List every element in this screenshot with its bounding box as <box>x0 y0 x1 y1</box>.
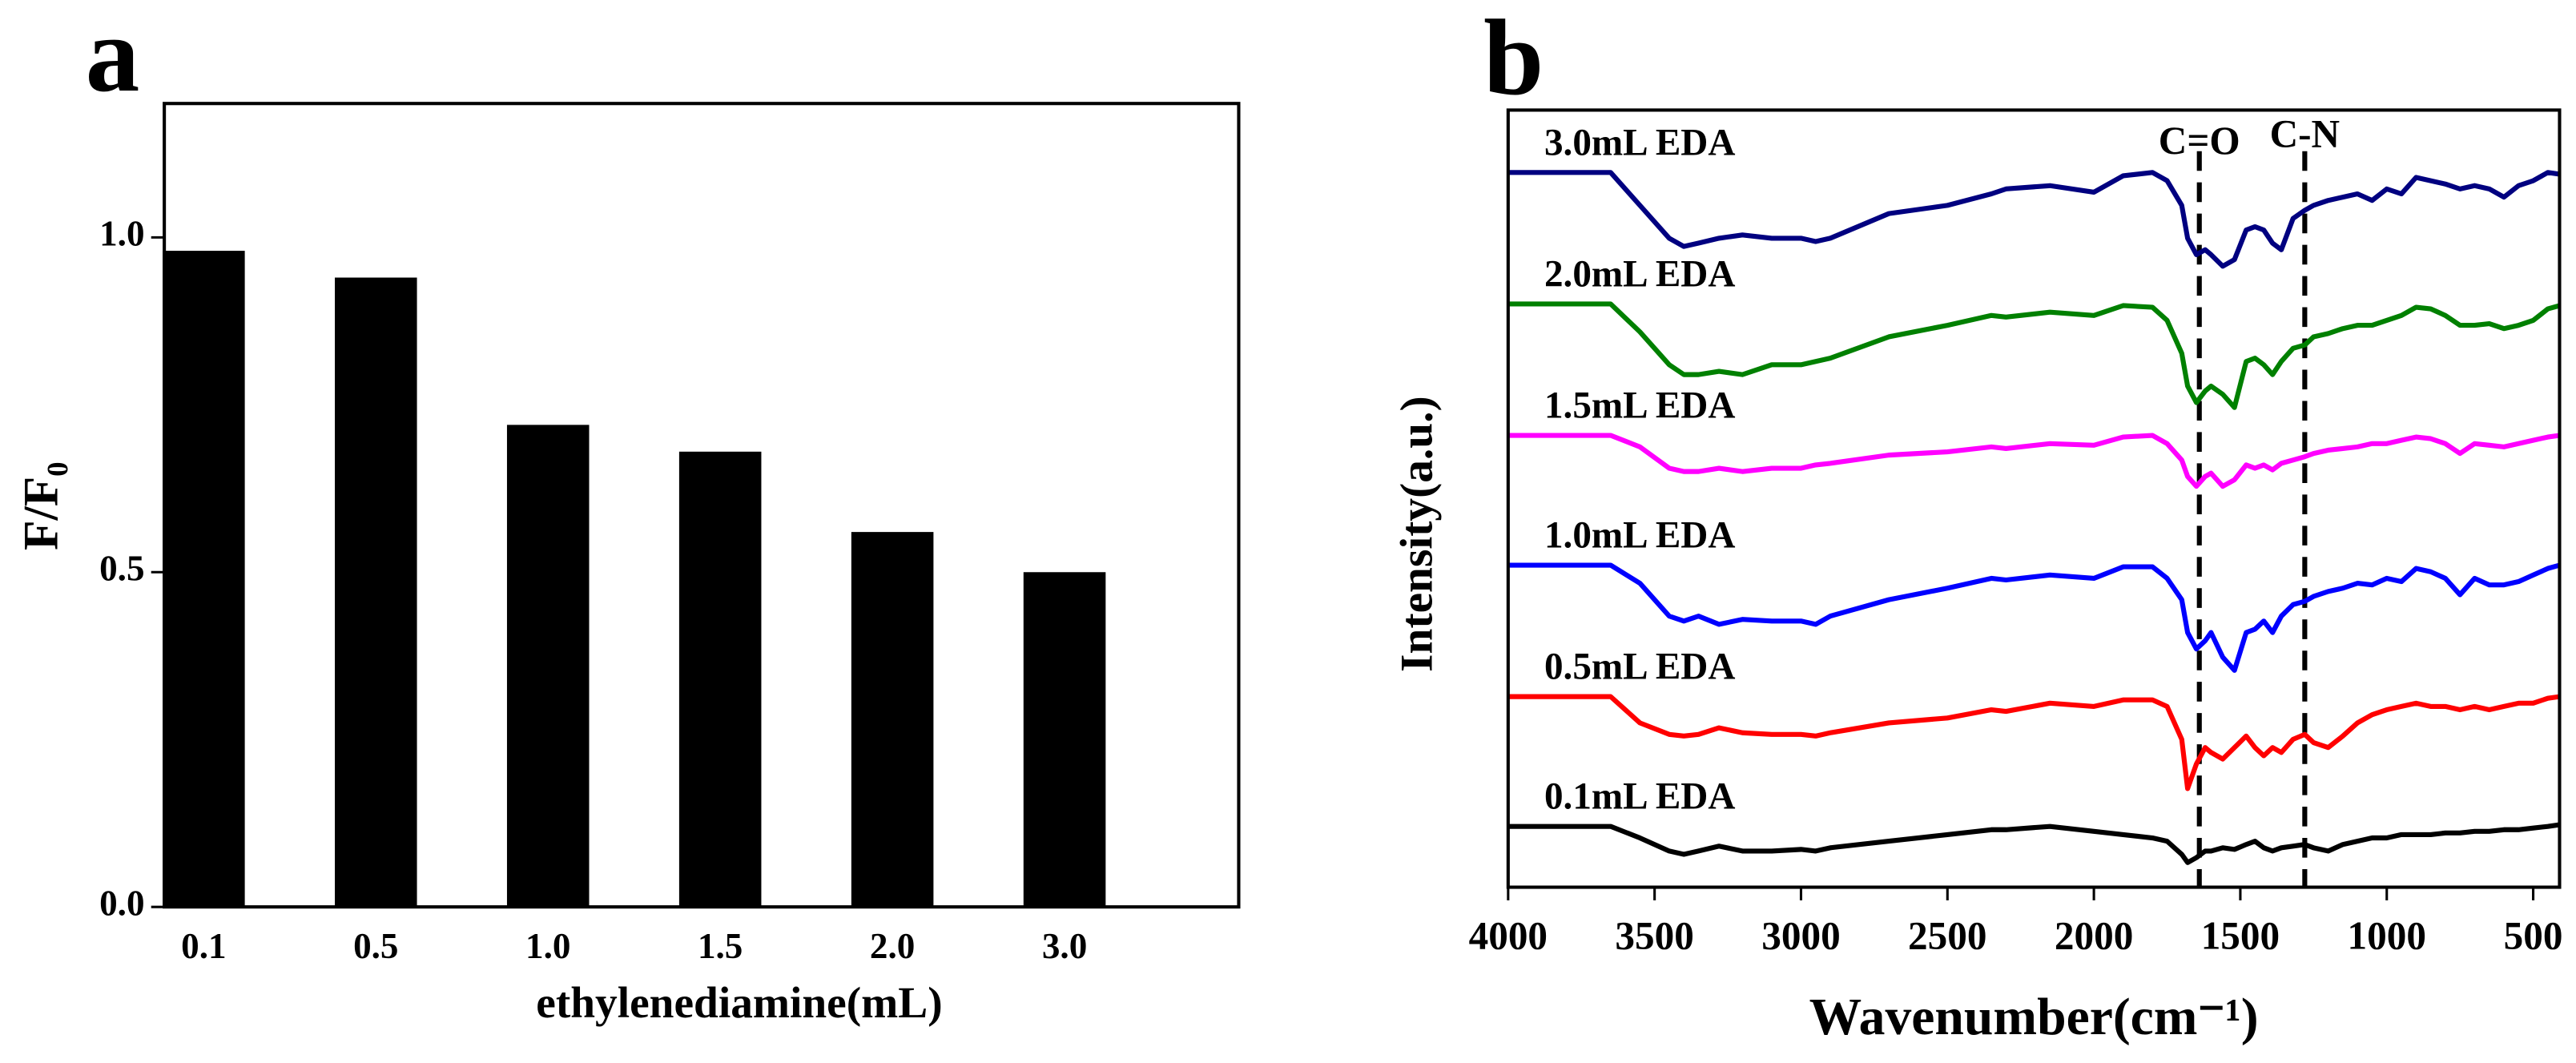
x-tick-label: 3000 <box>1761 913 1840 957</box>
x-tick-label: 2500 <box>1908 913 1986 957</box>
bar <box>1023 572 1106 908</box>
y-tick-label: 1.0 <box>99 214 144 254</box>
x-tick-label: 1000 <box>2348 913 2426 957</box>
x-tick-label: 3.0 <box>1042 926 1087 966</box>
x-tick-label: 0.1 <box>181 926 226 966</box>
spectrum-line <box>1507 433 2560 489</box>
x-tick-label: 500 <box>2504 913 2563 957</box>
series-label: 0.1mL EDA <box>1544 776 1735 818</box>
x-tick-label: 1.5 <box>698 926 743 966</box>
panel-label: a <box>86 0 140 115</box>
series-label: 0.5mL EDA <box>1544 646 1735 688</box>
series-label: 2.0mL EDA <box>1544 253 1735 295</box>
x-tick-label: 2.0 <box>870 926 915 966</box>
x-tick-label: 0.5 <box>353 926 398 966</box>
bar <box>163 251 245 908</box>
x-axis-label: ethylenediamine(mL) <box>536 978 942 1027</box>
plot-frame <box>1506 108 2562 889</box>
bar <box>678 451 762 908</box>
y-axis-label: Intensity(a.u.) <box>1391 396 1442 671</box>
bar <box>335 277 417 908</box>
annotation-label: C=O <box>2159 119 2240 163</box>
bar <box>851 532 934 908</box>
x-tick-label: 2000 <box>2055 913 2133 957</box>
spectrum-line <box>1507 301 2561 410</box>
spectrum-line <box>1507 170 2560 269</box>
y-tick-label: 0.0 <box>99 884 144 924</box>
plot-frame <box>163 102 1241 909</box>
spectrum-line <box>1507 562 2561 673</box>
series-label: 3.0mL EDA <box>1544 122 1735 163</box>
x-tick-label: 1500 <box>2201 913 2280 957</box>
x-tick-label: 3500 <box>1615 913 1693 957</box>
series-label: 1.0mL EDA <box>1544 515 1735 557</box>
y-axis-label: F/F₀ <box>14 461 69 550</box>
spectrum-line <box>1507 822 2560 865</box>
x-tick-label: 4000 <box>1469 913 1548 957</box>
series-label: 1.5mL EDA <box>1544 385 1735 427</box>
panel-label: b <box>1483 0 1544 118</box>
x-axis-label: Wavenumber(cm⁻¹) <box>1809 989 2259 1046</box>
y-tick-label: 0.5 <box>99 549 144 589</box>
bar <box>506 425 590 908</box>
annotation-label: C-N <box>2270 112 2340 156</box>
spectrum-line <box>1507 694 2560 791</box>
x-tick-label: 1.0 <box>525 926 570 966</box>
